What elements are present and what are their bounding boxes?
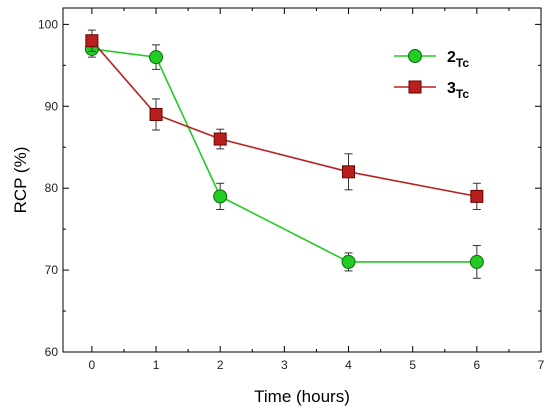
data-point <box>213 189 228 204</box>
legend-label: 2Tc <box>447 49 469 70</box>
data-point <box>342 165 356 179</box>
y-tick-label: 70 <box>45 263 59 277</box>
x-tick-label: 3 <box>281 358 288 372</box>
x-tick-label: 2 <box>217 358 224 372</box>
y-axis-title: RCP (%) <box>11 147 30 214</box>
legend-marker <box>408 49 422 63</box>
data-point <box>213 132 227 146</box>
legend: 2Tc 3Tc <box>394 49 469 101</box>
y-tick-label: 60 <box>45 345 59 359</box>
series-layer <box>84 29 484 279</box>
x-tick-label: 1 <box>153 358 160 372</box>
y-tick-label: 100 <box>38 17 58 31</box>
legend-label-subscript: Tc <box>456 56 469 70</box>
data-point <box>85 34 99 48</box>
x-tick-label: 5 <box>409 358 416 372</box>
data-point <box>149 50 164 65</box>
legend-marker <box>408 80 422 94</box>
legend-label: 3Tc <box>447 80 469 101</box>
axes: 0 1 2 3 4 5 6 7 60 70 80 90 100 <box>38 8 545 372</box>
legend-label-subscript: Tc <box>456 87 469 101</box>
x-tick-label: 7 <box>538 358 545 372</box>
x-tick-label: 0 <box>89 358 96 372</box>
y-tick-label: 90 <box>45 99 59 113</box>
series-1-points <box>85 29 484 210</box>
x-tick-label: 6 <box>473 358 480 372</box>
data-point <box>149 107 163 121</box>
legend-entry-0: 2Tc <box>394 49 469 70</box>
legend-entry-1: 3Tc <box>394 80 469 101</box>
plot-frame <box>62 7 542 353</box>
data-point <box>469 254 484 269</box>
data-point <box>341 254 356 269</box>
x-tick-label: 4 <box>345 358 352 372</box>
x-axis-title: Time (hours) <box>254 387 350 406</box>
data-point <box>470 189 484 203</box>
y-tick-label: 80 <box>45 181 59 195</box>
series-0-points <box>84 40 484 279</box>
